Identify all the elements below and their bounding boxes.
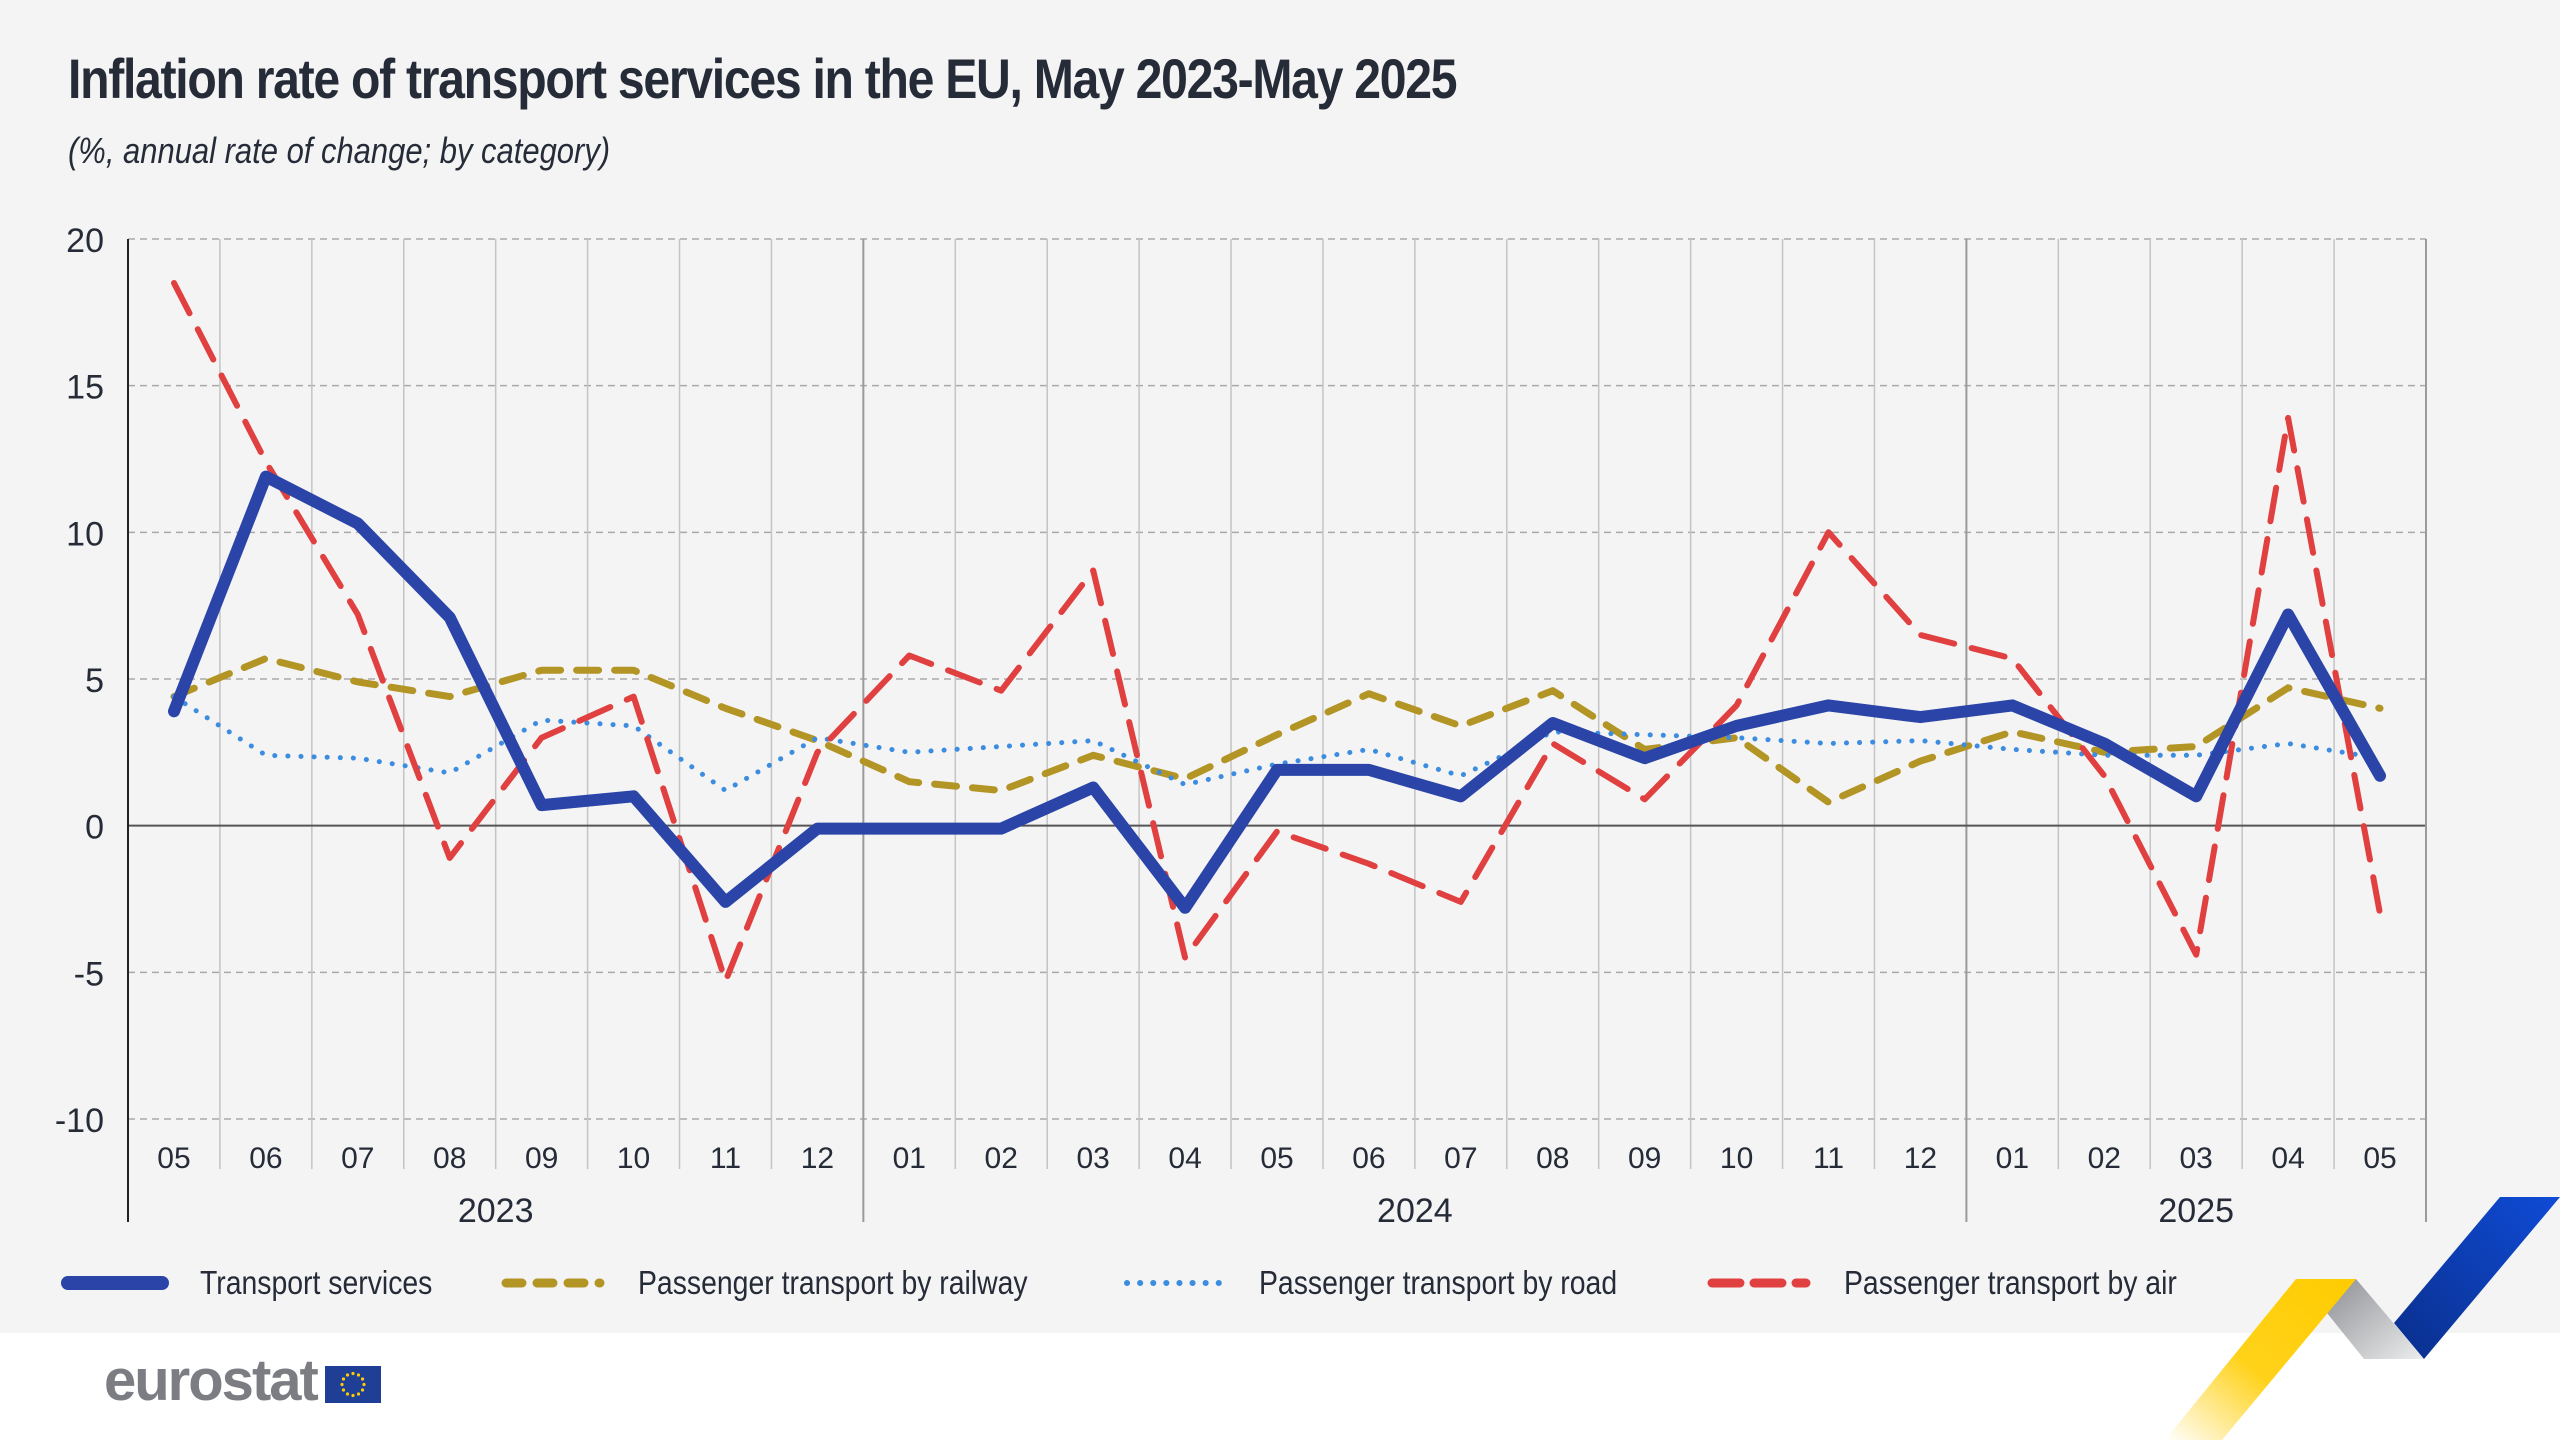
swoosh-gray xyxy=(2327,1279,2424,1359)
y-tick-label: -10 xyxy=(55,1102,104,1140)
x-tick-label: 01 xyxy=(1996,1142,2029,1175)
flag-star xyxy=(362,1382,366,1386)
x-tick-label: 07 xyxy=(1444,1142,1477,1175)
legend-swatch xyxy=(1707,1278,1811,1288)
flag-star xyxy=(341,1376,345,1381)
legend-label: Transport services xyxy=(200,1264,433,1301)
legend: Transport services Passenger transport by… xyxy=(60,1258,2259,1308)
flag-star xyxy=(360,1376,364,1381)
axes xyxy=(127,239,2427,1222)
y-tick-label: 5 xyxy=(85,662,104,700)
y-tick-label: 0 xyxy=(85,809,104,847)
x-tick-label: 02 xyxy=(985,1142,1018,1175)
x-tick-label: 11 xyxy=(710,1142,741,1175)
chart-title: Inflation rate of transport services in … xyxy=(68,47,1458,110)
x-tick-label: 06 xyxy=(1352,1142,1385,1175)
x-tick-label: 01 xyxy=(893,1142,926,1175)
legend-item: Passenger transport by air xyxy=(1704,1264,2231,1302)
x-tick-label: 03 xyxy=(1076,1142,1109,1175)
x-tick-label: 05 xyxy=(2363,1142,2396,1175)
eu-flag-icon xyxy=(324,1365,381,1403)
legend-item: Passenger transport by railway xyxy=(498,1264,1091,1302)
x-tick-label: 09 xyxy=(525,1142,558,1175)
legend-swatch xyxy=(501,1278,605,1288)
y-tick-label: 20 xyxy=(66,222,104,260)
x-tick-label: 05 xyxy=(1260,1142,1293,1175)
x-tick-label: 04 xyxy=(2271,1142,2304,1175)
flag-star xyxy=(351,1371,355,1375)
chart-panel xyxy=(0,0,2560,1333)
flag-star xyxy=(345,1372,349,1377)
x-tick-label: 07 xyxy=(341,1142,374,1175)
y-tick-label: 15 xyxy=(66,369,104,407)
x-tick-label: 04 xyxy=(1168,1142,1201,1175)
logo-text: eurostat xyxy=(104,1348,319,1413)
series-passenger-transport-by-air xyxy=(171,280,2383,985)
y-tick-label: 10 xyxy=(66,515,104,553)
x-tick-label: 11 xyxy=(1813,1142,1844,1175)
x-tick-label: 10 xyxy=(617,1142,650,1175)
year-label: 2025 xyxy=(2158,1192,2234,1230)
x-tick-label: 08 xyxy=(433,1142,466,1175)
line-chart: 20 15 10 5 0 -5 -10 05 06 07 08 09 10 11 12 01 02 03 04 05 0… xyxy=(55,222,2427,1230)
flag-star xyxy=(360,1387,364,1392)
tick-labels: 20 15 10 5 0 -5 -10 05 06 07 08 09 10 11 12 01 02 03 04 05 0… xyxy=(55,222,2397,1230)
year-label: 2023 xyxy=(458,1192,534,1230)
series xyxy=(168,280,2386,985)
x-tick-label: 08 xyxy=(1536,1142,1569,1175)
series-line xyxy=(168,470,2386,914)
y-tick-label: -5 xyxy=(74,955,104,993)
x-tick-label: 06 xyxy=(249,1142,282,1175)
legend-label: Passenger transport by road xyxy=(1259,1264,1618,1301)
legend-item: Transport services xyxy=(60,1264,470,1302)
flag-star xyxy=(345,1391,349,1396)
legend-label: Passenger transport by air xyxy=(1843,1264,2177,1301)
series-line xyxy=(171,280,2383,985)
flag-star xyxy=(356,1372,360,1377)
series-line xyxy=(170,655,2384,806)
series-transport-services xyxy=(168,470,2386,914)
flag-star xyxy=(351,1393,355,1397)
flag-star xyxy=(356,1391,360,1396)
x-tick-label: 12 xyxy=(801,1142,834,1175)
x-tick-label: 03 xyxy=(2180,1142,2213,1175)
legend-swatch xyxy=(1124,1280,1225,1286)
flag-star xyxy=(341,1387,345,1392)
legend-item: Passenger transport by road xyxy=(1119,1264,1675,1302)
legend-swatch xyxy=(61,1276,169,1290)
legend-label: Passenger transport by railway xyxy=(638,1264,1028,1301)
year-label: 2024 xyxy=(1377,1192,1453,1230)
x-tick-label: 10 xyxy=(1720,1142,1753,1175)
series-passenger-transport-by-railway xyxy=(170,655,2384,806)
grid xyxy=(128,238,2426,1222)
x-tick-label: 02 xyxy=(2088,1142,2121,1175)
eurostat-logo: eurostat xyxy=(104,1352,381,1410)
swoosh-blue xyxy=(2394,1197,2560,1359)
x-tick-label: 12 xyxy=(1904,1142,1937,1175)
x-tick-label: 09 xyxy=(1628,1142,1661,1175)
chart-subtitle: (%, annual rate of change; by category) xyxy=(68,130,611,171)
flag-star xyxy=(340,1382,344,1386)
swoosh-yellow xyxy=(2165,1279,2356,1440)
x-tick-label: 05 xyxy=(157,1142,190,1175)
